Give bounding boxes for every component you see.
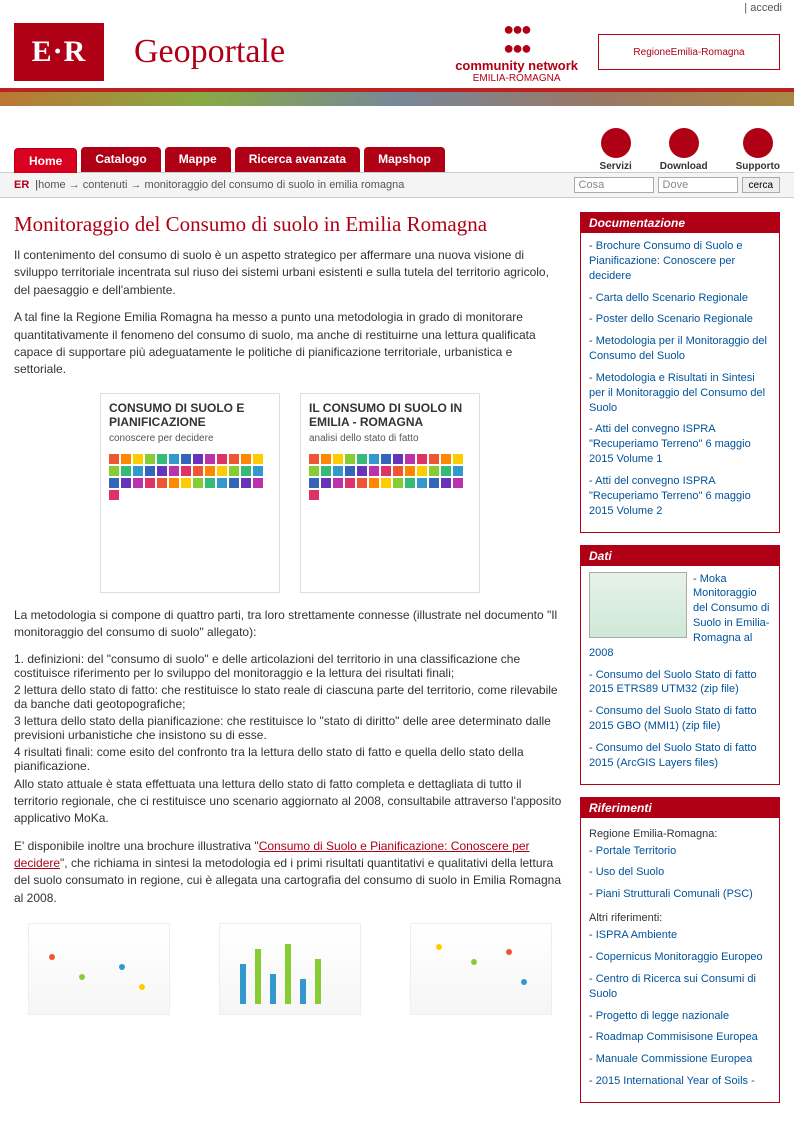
rif-item[interactable]: ISPRA Ambiente [589,928,771,943]
servizi-icon [601,128,631,158]
download-icon [669,128,699,158]
method-list: 1. definizioni: del "consumo di suolo" e… [14,652,566,773]
tab-mapshop[interactable]: Mapshop [364,147,445,172]
search-form: cerca [574,177,780,193]
search-button[interactable]: cerca [742,177,780,193]
method-item: 1. definizioni: del "consumo di suolo" e… [14,652,566,680]
sidebar: Documentazione Brochure Consumo di Suolo… [580,212,780,1115]
doc-item[interactable]: Brochure Consumo di Suolo e Pianificazio… [589,239,771,284]
method-intro: La metodologia si compone di quattro par… [14,607,566,642]
cover2-title: IL CONSUMO DI SUOLO IN EMILIA - ROMAGNA [309,402,471,430]
community-sub: EMILIA-ROMAGNA [455,73,578,84]
tab-catalogo[interactable]: Catalogo [81,147,160,172]
dati-item[interactable]: Consumo del Suolo Stato di fatto 2015 GB… [589,704,771,734]
mini-chart-3 [410,923,552,1015]
brochure-p-a: E' disponibile inoltre una brochure illu… [14,839,259,853]
circle-servizi[interactable]: Servizi [600,128,632,172]
doc-item[interactable]: Carta dello Scenario Regionale [589,291,771,306]
cover-1: CONSUMO DI SUOLO E PIANIFICAZIONE conosc… [100,393,280,593]
rif-item[interactable]: Copernicus Monitoraggio Europeo [589,950,771,965]
rif-item[interactable]: Piani Strutturali Comunali (PSC) [589,887,771,902]
banner-strip [0,92,794,106]
dati-item[interactable]: Consumo del Suolo Stato di fatto 2015 (A… [589,741,771,771]
rif-item[interactable]: Progetto di legge nazionale [589,1009,771,1024]
breadcrumb-row: ER | home → contenuti → monitoraggio del… [0,172,794,198]
rif-item[interactable]: Roadmap Commisisone Europea [589,1030,771,1045]
rif-item[interactable]: Manuale Commissione Europea [589,1052,771,1067]
cover-2: IL CONSUMO DI SUOLO IN EMILIA - ROMAGNA … [300,393,480,593]
breadcrumb: home → contenuti → monitoraggio del cons… [38,179,404,191]
cover2-sub: analisi dello stato di fatto [309,433,471,444]
rif-item[interactable]: Centro di Ricerca sui Consumi di Suolo [589,972,771,1002]
panel-documentazione: Documentazione Brochure Consumo di Suolo… [580,212,780,533]
cover1-title: CONSUMO DI SUOLO E PIANIFICAZIONE [109,402,271,430]
method-item: 4 risultati finali: come esito del confr… [14,745,566,773]
search-where-input[interactable] [658,177,738,193]
tab-ricerca-avanzata[interactable]: Ricerca avanzata [235,147,360,172]
map-thumb[interactable] [589,572,687,638]
cover2-mosaic [309,454,471,500]
header: E·R Geoportale ●●●●●● community network … [0,16,794,92]
panel-dati-head: Dati [581,546,779,566]
intro-p2: A tal fine la Regione Emilia Romagna ha … [14,309,566,379]
breadcrumb-prefix[interactable]: ER [14,179,29,191]
cover1-sub: conoscere per decidere [109,433,271,444]
doc-item[interactable]: Poster dello Scenario Regionale [589,312,771,327]
mini-chart-2 [219,923,361,1015]
panel-dati: Dati Moka Monitoraggio del Consumo di Su… [580,545,780,785]
circle-supporto[interactable]: Supporto [736,128,780,172]
topbar: | accedi [0,0,794,16]
tab-home[interactable]: Home [14,148,77,173]
circle-download[interactable]: Download [660,128,708,172]
search-what-input[interactable] [574,177,654,193]
doc-item[interactable]: Metodologia per il Monitoraggio del Cons… [589,334,771,364]
panel-riferimenti: Riferimenti Regione Emilia-Romagna: Port… [580,797,780,1103]
community-network-logo: ●●●●●● community network EMILIA-ROMAGNA [455,20,578,85]
rif-head2: Altri riferimenti: [589,912,771,924]
main: Monitoraggio del Consumo di suolo in Emi… [0,198,794,1129]
tab-mappe[interactable]: Mappe [165,147,231,172]
panel-dati-body: Moka Monitoraggio del Consumo di Suolo i… [581,566,779,784]
cover1-mosaic [109,454,271,500]
doc-item[interactable]: Metodologia e Risultati in Sintesi per i… [589,371,771,416]
rif-item[interactable]: 2015 International Year of Soils - [589,1074,771,1089]
panel-rif-body: Regione Emilia-Romagna: Portale Territor… [581,818,779,1102]
dati-item[interactable]: Consumo del Suolo Stato di fatto 2015 ET… [589,668,771,698]
supporto-icon [743,128,773,158]
nav-tabs: HomeCatalogoMappeRicerca avanzataMapshop [14,147,445,172]
mini-chart-1 [28,923,170,1015]
community-label: community network [455,59,578,73]
brochure-p-b: ", che richiama in sintesi la metodologi… [14,856,561,905]
intro-p1: Il contenimento del consumo di suolo è u… [14,247,566,299]
rif-item[interactable]: Uso del Suolo [589,865,771,880]
doc-item[interactable]: Atti del convegno ISPRA "Recuperiamo Ter… [589,474,771,519]
page-title: Monitoraggio del Consumo di suolo in Emi… [14,212,566,237]
method-item: 3 lettura dello stato della pianificazio… [14,714,566,742]
panel-rif-head: Riferimenti [581,798,779,818]
status-p: Allo stato attuale è stata effettuata un… [14,776,566,828]
brochure-p: E' disponibile inoltre una brochure illu… [14,838,566,908]
region-logo: RegioneEmilia-Romagna [598,34,780,70]
method-item: 2 lettura dello stato di fatto: che rest… [14,683,566,711]
rif-head1: Regione Emilia-Romagna: [589,828,771,840]
panel-doc-head: Documentazione [581,213,779,233]
cover-graphics: CONSUMO DI SUOLO E PIANIFICAZIONE conosc… [14,393,566,593]
bottom-charts [14,923,566,1015]
doc-item[interactable]: Atti del convegno ISPRA "Recuperiamo Ter… [589,422,771,467]
content: Monitoraggio del Consumo di suolo in Emi… [14,212,566,1115]
site-title: Geoportale [134,33,285,71]
rif-item[interactable]: Portale Territorio [589,844,771,859]
login-link[interactable]: accedi [750,2,782,14]
panel-doc-body: Brochure Consumo di Suolo e Pianificazio… [581,233,779,532]
nav-row: HomeCatalogoMappeRicerca avanzataMapshop… [0,106,794,172]
circle-links: Servizi Download Supporto [600,128,780,172]
logo-er[interactable]: E·R [14,23,104,81]
